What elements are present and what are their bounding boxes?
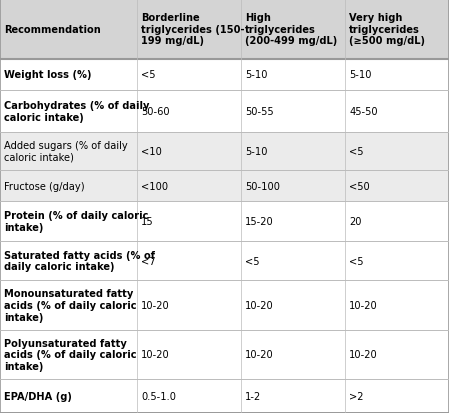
Text: Carbohydrates (% of daily
caloric intake): Carbohydrates (% of daily caloric intake…: [4, 101, 150, 123]
Text: 10-20: 10-20: [349, 300, 378, 310]
Text: >2: >2: [349, 391, 364, 401]
Text: 50-60: 50-60: [141, 107, 170, 117]
Text: <10: <10: [141, 146, 162, 157]
Bar: [0, 59, 449, 91]
Text: 15-20: 15-20: [245, 217, 274, 227]
Text: 10-20: 10-20: [245, 349, 274, 360]
Bar: [0, 170, 449, 202]
Text: 10-20: 10-20: [141, 349, 170, 360]
Text: Saturated fatty acids (% of
daily caloric intake): Saturated fatty acids (% of daily calori…: [4, 250, 155, 272]
Bar: [0, 330, 449, 379]
Text: 1-2: 1-2: [245, 391, 261, 401]
Text: Weight loss (%): Weight loss (%): [4, 70, 92, 80]
Bar: [0, 241, 449, 280]
Text: Fructose (g/day): Fructose (g/day): [4, 181, 85, 191]
Text: Very high
triglycerides
(≥500 mg/dL): Very high triglycerides (≥500 mg/dL): [349, 13, 425, 46]
Bar: [0, 202, 449, 241]
Bar: [0, 379, 449, 413]
Text: 5-10: 5-10: [245, 70, 268, 80]
Text: High
triglycerides
(200-499 mg/dL): High triglycerides (200-499 mg/dL): [245, 13, 337, 46]
Text: 5-10: 5-10: [245, 146, 268, 157]
Text: 10-20: 10-20: [245, 300, 274, 310]
Bar: [345, 0, 449, 59]
Text: Polyunsaturated fatty
acids (% of daily caloric
intake): Polyunsaturated fatty acids (% of daily …: [4, 338, 136, 371]
Bar: [0, 0, 137, 59]
Text: 50-100: 50-100: [245, 181, 280, 191]
Text: 10-20: 10-20: [349, 349, 378, 360]
Bar: [0, 133, 449, 170]
Text: Added sugars (% of daily
caloric intake): Added sugars (% of daily caloric intake): [4, 140, 128, 162]
Text: 0.5-1.0: 0.5-1.0: [141, 391, 176, 401]
Text: 15: 15: [141, 217, 154, 227]
Text: Protein (% of daily caloric
intake): Protein (% of daily caloric intake): [4, 211, 149, 233]
Text: <5: <5: [245, 256, 260, 266]
Text: <100: <100: [141, 181, 168, 191]
Bar: [0, 280, 449, 330]
Text: <5: <5: [349, 146, 364, 157]
Text: Monounsaturated fatty
acids (% of daily caloric
intake): Monounsaturated fatty acids (% of daily …: [4, 289, 136, 322]
Text: 10-20: 10-20: [141, 300, 170, 310]
Text: 50-55: 50-55: [245, 107, 274, 117]
Bar: [137, 0, 241, 59]
Text: <5: <5: [141, 70, 155, 80]
Text: 5-10: 5-10: [349, 70, 372, 80]
Text: EPA/DHA (g): EPA/DHA (g): [4, 391, 72, 401]
Text: <5: <5: [349, 256, 364, 266]
Text: <50: <50: [349, 181, 370, 191]
Bar: [241, 0, 345, 59]
Text: 45-50: 45-50: [349, 107, 378, 117]
Text: Borderline
triglycerides (150-
199 mg/dL): Borderline triglycerides (150- 199 mg/dL…: [141, 13, 245, 46]
Bar: [0, 91, 449, 133]
Text: 20: 20: [349, 217, 362, 227]
Text: Recommendation: Recommendation: [4, 25, 101, 35]
Text: <7: <7: [141, 256, 155, 266]
